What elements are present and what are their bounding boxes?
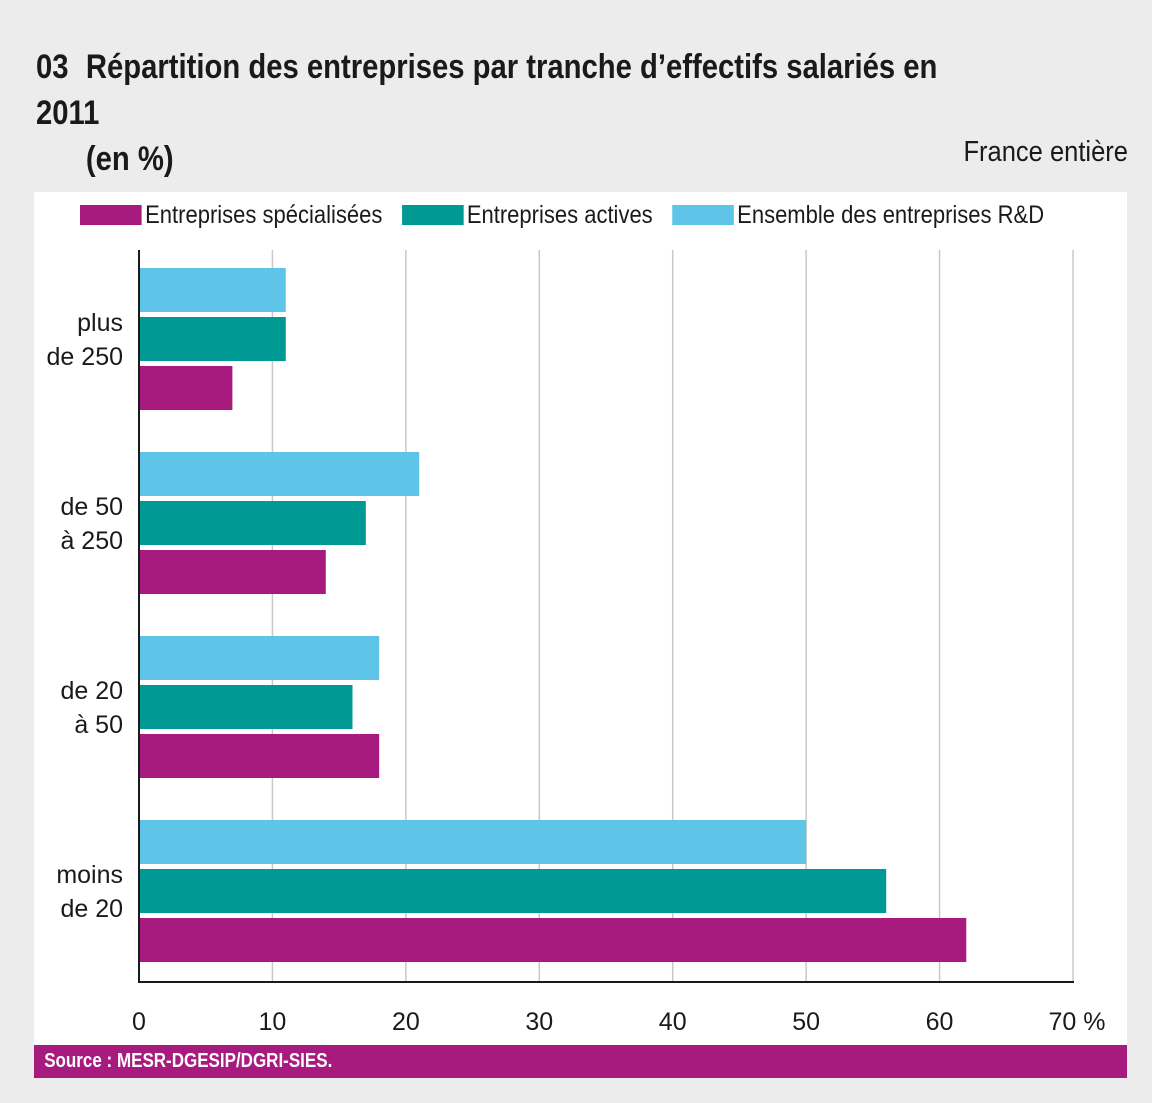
bars bbox=[139, 268, 967, 962]
legend-swatch-ensemble bbox=[672, 205, 734, 225]
bar-ensemble-0 bbox=[139, 268, 286, 312]
legend-label-actives: Entreprises actives bbox=[466, 200, 653, 229]
axes bbox=[138, 250, 1074, 983]
x-tick-label-40: 40 bbox=[659, 1008, 687, 1036]
category-label-2-line2: à 50 bbox=[74, 711, 123, 739]
bar-ensemble-1 bbox=[139, 452, 420, 496]
legend-item-specialisees: Entreprises spécialisées bbox=[80, 201, 382, 230]
category-label-3-line2: de 20 bbox=[60, 895, 123, 923]
figure-number: 03 bbox=[36, 48, 69, 86]
category-label-2-line1: de 20 bbox=[60, 677, 123, 705]
x-tick-label-10: 10 bbox=[259, 1008, 287, 1036]
legend-item-ensemble: Ensemble des entreprises R&D bbox=[672, 201, 1044, 230]
legend-label-specialisees: Entreprises spécialisées bbox=[145, 200, 383, 229]
source-text: Source : MESR-DGESIP/DGRI-SIES. bbox=[44, 1050, 333, 1072]
bar-actives-3 bbox=[139, 869, 887, 913]
x-tick-label-20: 20 bbox=[392, 1008, 420, 1036]
bar-specialisees-1 bbox=[139, 550, 326, 594]
bar-actives-2 bbox=[139, 685, 353, 729]
legend-item-actives: Entreprises actives bbox=[401, 200, 653, 230]
category-label-0-line2: de 250 bbox=[47, 343, 123, 371]
x-tick-label-70: 70 % bbox=[1049, 1008, 1106, 1036]
bar-specialisees-3 bbox=[139, 918, 967, 962]
title-line-1: Répartition des entreprises par tranche … bbox=[36, 48, 938, 132]
bar-ensemble-3 bbox=[139, 820, 807, 864]
legend-label-ensemble: Ensemble des entreprises R&D bbox=[737, 200, 1045, 229]
category-label-3-line1: moins bbox=[56, 861, 123, 889]
category-labels: plus de 250 de 50 à 250 de 20 à 50 moins de 20 bbox=[47, 309, 123, 923]
category-label-1-line1: de 50 bbox=[60, 493, 123, 521]
x-tick-label-50: 50 bbox=[792, 1008, 820, 1036]
bar-specialisees-2 bbox=[139, 734, 380, 778]
x-tick-labels: 0 10 20 30 40 50 60 70 % bbox=[132, 1008, 1105, 1036]
legend-swatch-specialisees bbox=[80, 205, 142, 225]
x-tick-label-60: 60 bbox=[926, 1008, 954, 1036]
category-label-0-line1: plus bbox=[77, 309, 123, 337]
chart-subtitle: France entière bbox=[963, 136, 1128, 168]
category-label-1-line2: à 250 bbox=[60, 527, 123, 555]
x-tick-label-30: 30 bbox=[525, 1008, 553, 1036]
bar-ensemble-2 bbox=[139, 636, 380, 680]
source-bar: Source : MESR-DGESIP/DGRI-SIES. bbox=[34, 1045, 1127, 1078]
legend: Entreprises spécialisées Entreprises act… bbox=[80, 200, 1063, 230]
bar-actives-1 bbox=[139, 501, 366, 545]
x-tick-label-0: 0 bbox=[132, 1008, 146, 1036]
chart-title: 03 Répartition des entreprises par tranch… bbox=[36, 44, 965, 182]
legend-swatch-actives bbox=[401, 205, 464, 225]
bar-actives-0 bbox=[139, 317, 286, 361]
title-line-2: (en %) bbox=[85, 140, 174, 178]
bar-specialisees-0 bbox=[139, 366, 233, 410]
